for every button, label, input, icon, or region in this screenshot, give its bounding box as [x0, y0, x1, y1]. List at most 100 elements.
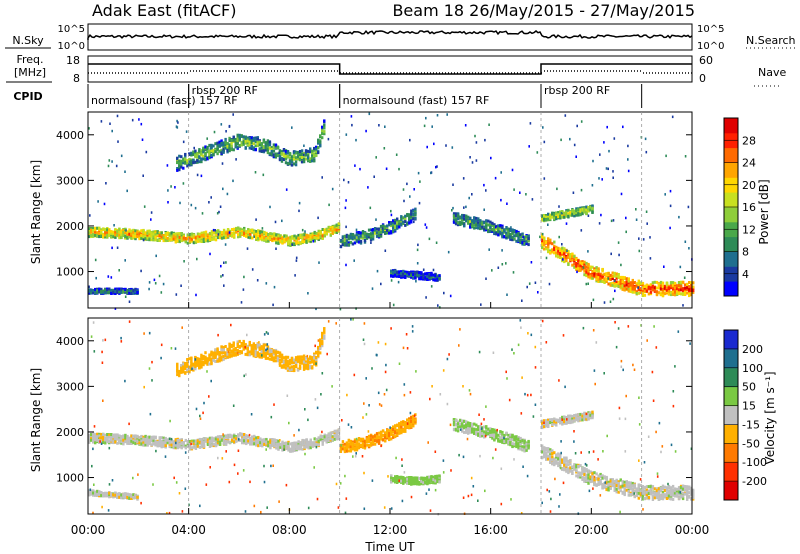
- heatmap-noise-cell: [430, 285, 433, 288]
- nave-label: Nave: [758, 66, 786, 79]
- heatmap-cell: [297, 440, 300, 444]
- heatmap-noise-cell: [435, 241, 438, 244]
- heatmap-cell: [102, 441, 105, 444]
- heatmap-cell: [337, 226, 341, 229]
- heatmap-cell: [257, 436, 260, 440]
- heatmap-cell: [369, 238, 373, 242]
- heatmap-cell: [212, 442, 216, 446]
- heatmap-cell: [523, 236, 526, 240]
- heatmap-noise-cell: [105, 291, 107, 295]
- heatmap-noise-cell: [397, 280, 400, 284]
- heatmap-cell: [172, 446, 175, 450]
- heatmap-cell: [190, 151, 193, 155]
- heatmap-cell: [198, 366, 201, 370]
- heatmap-cell: [597, 280, 600, 283]
- heatmap-noise-cell: [368, 112, 371, 116]
- heatmap-cell: [182, 159, 185, 163]
- heatmap-noise-cell: [671, 115, 674, 119]
- heatmap-cell: [345, 235, 349, 239]
- heatmap-cell: [553, 244, 556, 248]
- heatmap-cell: [295, 447, 298, 451]
- heatmap-cell: [351, 235, 355, 239]
- heatmap-cell: [473, 216, 476, 220]
- heatmap-cell: [134, 290, 137, 294]
- heatmap-cell: [269, 236, 272, 240]
- heatmap-cell: [402, 272, 405, 276]
- heatmap-cell: [196, 152, 199, 156]
- heatmap-noise-cell: [582, 266, 585, 269]
- heatmap-noise-cell: [185, 130, 188, 133]
- heatmap-cell: [294, 160, 298, 164]
- heatmap-cell: [202, 150, 205, 154]
- heatmap-cell: [210, 436, 214, 440]
- heatmap-cell: [621, 280, 624, 284]
- heatmap-noise-cell: [525, 193, 527, 196]
- heatmap-cell: [110, 230, 113, 234]
- heatmap-cell: [243, 232, 246, 236]
- heatmap-cell: [146, 439, 149, 443]
- heatmap-cell: [235, 227, 238, 231]
- heatmap-cell: [649, 283, 653, 287]
- heatmap-cell: [194, 442, 198, 446]
- heatmap-noise-cell: [573, 143, 576, 147]
- nsky-label: N.Sky: [12, 34, 44, 47]
- heatmap-noise-cell: [247, 236, 250, 239]
- heatmap-noise-cell: [145, 150, 148, 154]
- heatmap-noise-cell: [669, 204, 672, 208]
- heatmap-cell: [319, 142, 322, 146]
- heatmap-noise-cell: [111, 129, 113, 133]
- heatmap-noise-cell: [471, 193, 473, 196]
- heatmap-cell: [456, 221, 460, 225]
- heatmap-cell: [294, 156, 298, 160]
- heatmap-noise-cell: [425, 116, 427, 120]
- heatmap-cell: [88, 235, 91, 239]
- heatmap-cell: [104, 441, 107, 445]
- heatmap-noise-cell: [116, 114, 119, 118]
- heatmap-cell: [246, 139, 249, 143]
- heatmap-noise-cell: [663, 265, 665, 268]
- heatmap-noise-cell: [610, 252, 612, 256]
- heatmap-cell: [655, 290, 659, 294]
- heatmap-cell: [543, 214, 546, 218]
- heatmap-noise-cell: [627, 169, 630, 173]
- heatmap-noise-cell: [347, 181, 350, 184]
- heatmap-cell: [475, 216, 478, 220]
- heatmap-cell: [271, 441, 274, 445]
- heatmap-cell: [239, 234, 242, 238]
- heatmap-cell: [621, 275, 624, 279]
- heatmap-cell: [194, 153, 197, 157]
- heatmap-noise-cell: [367, 186, 369, 189]
- heatmap-cell: [256, 137, 259, 141]
- heatmap-cell: [218, 435, 222, 439]
- heatmap-cell: [679, 280, 683, 284]
- heatmap-cell: [465, 219, 468, 223]
- heatmap-noise-cell: [451, 209, 453, 212]
- heatmap-cell: [172, 233, 175, 236]
- heatmap-cell: [571, 213, 574, 217]
- heatmap-cell: [166, 236, 169, 240]
- heatmap-cell: [90, 438, 93, 442]
- heatmap-cell: [184, 363, 187, 366]
- heatmap-noise-cell: [488, 248, 490, 251]
- heatmap-cell: [190, 237, 194, 241]
- heatmap-cell: [473, 219, 476, 223]
- heatmap-cell: [269, 446, 272, 450]
- heatmap-cell: [611, 281, 614, 285]
- heatmap-cell: [495, 227, 498, 231]
- heatmap-cell: [228, 440, 232, 444]
- heatmap-cell: [124, 436, 127, 440]
- heatmap-cell: [549, 216, 552, 220]
- heatmap-cell: [154, 439, 157, 443]
- heatmap-cell: [418, 274, 421, 278]
- heatmap-cell: [239, 438, 242, 442]
- heatmap-cell: [509, 232, 512, 236]
- heatmap-cell: [373, 227, 377, 230]
- heatmap-noise-cell: [649, 236, 651, 239]
- heatmap-noise-cell: [272, 303, 274, 307]
- heatmap-cell: [311, 232, 314, 236]
- heatmap-noise-cell: [416, 262, 419, 265]
- heatmap-cell: [573, 212, 576, 215]
- heatmap-cell: [300, 152, 304, 156]
- heatmap-cell: [188, 444, 192, 448]
